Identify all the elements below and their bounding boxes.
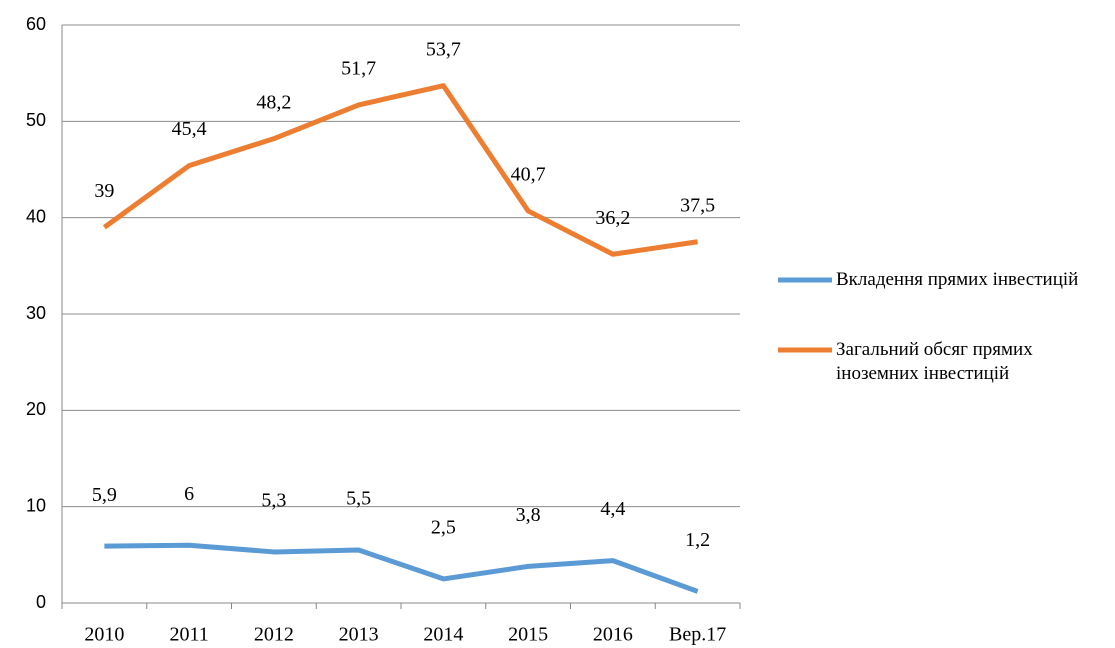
data-label: 53,7 [426,38,461,60]
x-tick-label: Вер.17 [669,624,726,646]
data-label: 45,4 [172,118,207,140]
y-tick-label: 10 [26,495,46,515]
y-tick-label: 0 [36,592,46,612]
data-label: 5,9 [92,484,117,506]
y-tick-label: 40 [26,206,46,226]
data-label: 3,8 [516,504,541,526]
y-tick-label: 60 [26,14,46,34]
x-tick-label: 2013 [339,624,379,646]
data-label: 51,7 [341,58,376,80]
data-label: 2,5 [431,517,456,539]
x-tick-label: 2015 [508,624,548,646]
data-label: 1,2 [685,529,710,551]
x-tick-label: 2012 [254,624,294,646]
data-label: 4,4 [600,498,625,520]
y-tick-label: 30 [26,303,46,323]
y-tick-label: 20 [26,399,46,419]
data-label: 5,3 [261,490,286,512]
data-label: 5,5 [346,488,371,510]
series-line [102,83,698,257]
data-label: 36,2 [595,207,630,229]
series-line [104,542,699,594]
data-label: 6 [184,483,194,505]
data-label: 48,2 [256,91,291,113]
x-tick-label: 2011 [169,624,208,646]
data-label: 37,5 [680,194,715,216]
x-tick-label: 2010 [84,624,124,646]
legend-label: Вкладення прямих інвестицій [836,269,1079,290]
data-label: 39 [94,180,114,202]
data-label: 40,7 [511,164,546,186]
y-tick-label: 50 [26,110,46,130]
legend-label: Загальний обсяг прямих іноземних інвести… [836,339,1033,384]
x-tick-label: 2014 [423,624,463,646]
x-tick-label: 2016 [593,624,633,646]
